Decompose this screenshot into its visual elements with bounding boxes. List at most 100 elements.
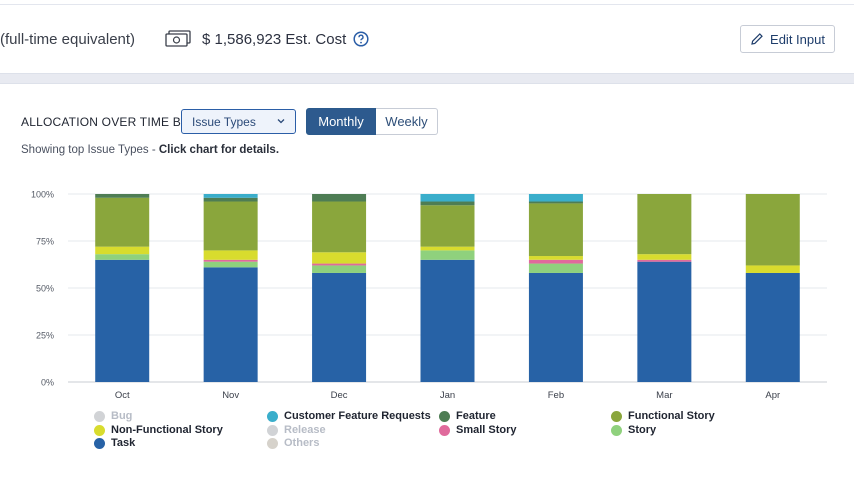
bar-segment-functional-story[interactable] — [312, 201, 367, 253]
bar-segment-small-story[interactable] — [312, 263, 367, 266]
legend-item-story[interactable]: Story — [611, 424, 656, 436]
legend-swatch — [611, 410, 622, 422]
legend-label: Story — [628, 424, 657, 436]
bar-segment-non-functional-story[interactable] — [637, 254, 692, 260]
legend-item-customer-feature-requests[interactable]: Customer Feature Requests — [267, 410, 431, 422]
legend-label: Customer Feature Requests — [284, 410, 431, 422]
x-tick-label: Jan — [440, 390, 455, 401]
legend-item-small-story[interactable]: Small Story — [439, 424, 517, 436]
bar-segment-functional-story[interactable] — [528, 203, 583, 257]
bar-segment-feature[interactable] — [528, 201, 583, 204]
bar-segment-story[interactable] — [420, 250, 475, 260]
bar-segment-small-story[interactable] — [528, 259, 583, 264]
edit-input-label: Edit Input — [770, 31, 825, 47]
edit-input-button[interactable]: Edit Input — [740, 25, 835, 53]
money-icon — [165, 30, 191, 47]
group-by-select[interactable]: Issue Types — [181, 109, 296, 134]
bar-segment-non-functional-story[interactable] — [312, 252, 367, 264]
bar-segment-functional-story[interactable] — [203, 201, 258, 251]
legend-swatch — [94, 424, 105, 436]
legend-label: Release — [284, 424, 326, 436]
legend-item-feature[interactable]: Feature — [439, 410, 496, 422]
hint-prefix: Showing top Issue Types - — [21, 144, 159, 156]
bar-segment-functional-story[interactable] — [637, 194, 692, 255]
pencil-icon — [751, 33, 763, 45]
toggle-monthly[interactable]: Monthly — [306, 108, 376, 135]
y-tick-label: 50% — [36, 284, 54, 294]
divider — [0, 4, 854, 5]
bar-segment-non-functional-story[interactable] — [420, 246, 475, 251]
help-icon[interactable] — [353, 31, 369, 47]
estimated-cost: $ 1,586,923 Est. Cost — [202, 31, 347, 48]
bar-segment-task[interactable] — [95, 259, 150, 382]
legend-swatch — [439, 424, 450, 436]
legend-item-task[interactable]: Task — [94, 437, 135, 449]
legend-label: Non-Functional Story — [111, 424, 223, 436]
bar-segment-story[interactable] — [95, 254, 150, 260]
bar-segment-customer-feature-requests[interactable] — [528, 194, 583, 202]
bar-segment-customer-feature-requests[interactable] — [420, 194, 475, 202]
x-tick-label: Mar — [656, 390, 672, 401]
legend-swatch — [267, 410, 278, 422]
legend-swatch — [439, 410, 450, 422]
legend-swatch — [267, 437, 278, 449]
bar-segment-story[interactable] — [312, 265, 367, 273]
bar-segment-task[interactable] — [745, 272, 800, 382]
legend-label: Bug — [111, 410, 133, 422]
bar-segment-feature[interactable] — [312, 194, 367, 202]
legend-item-release[interactable]: Release — [267, 424, 326, 436]
bar-segment-task[interactable] — [312, 272, 367, 382]
bar-segment-feature[interactable] — [203, 197, 258, 202]
legend-swatch — [94, 410, 105, 422]
bar-segment-non-functional-story[interactable] — [203, 250, 258, 260]
legend-label: Others — [284, 437, 320, 449]
legend-label: Small Story — [456, 424, 517, 436]
chart-hint: Showing top Issue Types - Click chart fo… — [21, 144, 279, 156]
x-tick-label: Nov — [222, 390, 239, 401]
bar-segment-non-functional-story[interactable] — [95, 246, 150, 255]
y-tick-label: 0% — [41, 378, 54, 388]
legend-swatch — [611, 424, 622, 436]
period-toggle: Monthly Weekly — [306, 108, 438, 135]
bar-segment-feature[interactable] — [95, 194, 150, 198]
legend-item-others[interactable]: Others — [267, 437, 319, 449]
bar-segment-customer-feature-requests[interactable] — [203, 194, 258, 198]
bar-segment-task[interactable] — [528, 272, 583, 382]
y-tick-label: 25% — [36, 331, 54, 341]
bar-segment-non-functional-story[interactable] — [745, 265, 800, 273]
y-tick-label: 100% — [31, 190, 54, 200]
bar-segment-task[interactable] — [637, 261, 692, 382]
hint-bold: Click chart for details. — [158, 144, 280, 156]
bar-segment-functional-story[interactable] — [420, 205, 475, 247]
legend-item-non-functional-story[interactable]: Non-Functional Story — [94, 424, 223, 436]
legend-label: Task — [111, 437, 136, 449]
allocation-card: ALLOCATION OVER TIME BY Issue Types Mont… — [0, 83, 854, 480]
legend-swatch — [267, 424, 278, 436]
bar-segment-non-functional-story[interactable] — [528, 256, 583, 260]
bar-segment-task[interactable] — [203, 267, 258, 382]
x-tick-label: Dec — [331, 390, 348, 401]
y-tick-label: 75% — [36, 237, 54, 247]
legend-label: Functional Story — [628, 410, 715, 422]
bar-segment-functional-story[interactable] — [95, 197, 150, 247]
x-tick-label: Apr — [765, 390, 780, 401]
bar-segment-task[interactable] — [420, 259, 475, 382]
x-tick-label: Oct — [115, 390, 130, 401]
bar-segment-functional-story[interactable] — [745, 194, 800, 266]
legend-item-bug[interactable]: Bug — [94, 410, 132, 422]
x-tick-label: Feb — [548, 390, 564, 401]
bar-segment-small-story[interactable] — [203, 259, 258, 262]
chart-legend: Bug Customer Feature Requests Feature Funct… — [0, 84, 854, 480]
group-by-value: Issue Types — [192, 115, 256, 129]
allocation-chart[interactable]: 0% 25% 50% 75% 100% Oct Nov Dec Jan Feb Mar Apr — [0, 180, 854, 410]
legend-item-functional-story[interactable]: Functional Story — [611, 410, 715, 422]
bar-segment-story[interactable] — [528, 263, 583, 273]
legend-label: Feature — [456, 410, 496, 422]
bar-segment-small-story[interactable] — [637, 259, 692, 262]
legend-swatch — [94, 437, 105, 449]
bar-segment-story[interactable] — [203, 261, 258, 268]
summary-card: (full-time equivalent) $ 1,586,923 Est. … — [0, 0, 854, 74]
toggle-weekly[interactable]: Weekly — [376, 108, 438, 135]
bar-segment-feature[interactable] — [420, 201, 475, 206]
chevron-down-icon — [277, 119, 285, 124]
